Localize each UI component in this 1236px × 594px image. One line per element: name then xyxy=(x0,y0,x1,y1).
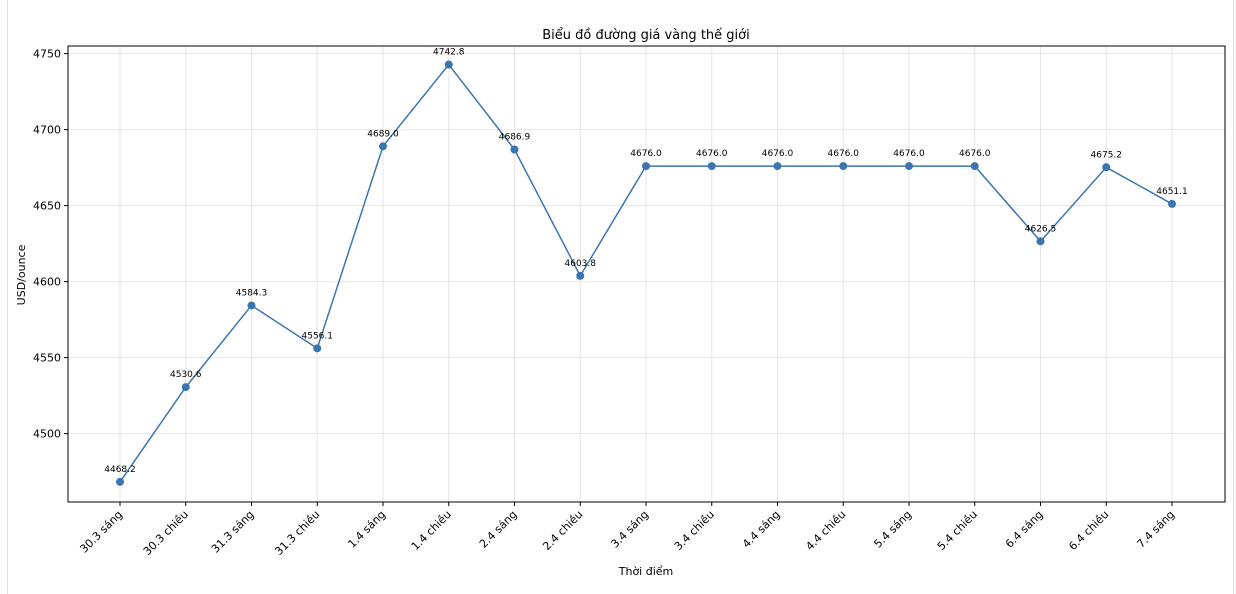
y-tick-label: 4650 xyxy=(33,200,61,213)
data-label: 4675.2 xyxy=(1091,150,1123,160)
y-axis: 4500 4550 4600 4650 4700 4750 xyxy=(33,48,68,441)
x-tick-label: 6.4 sáng xyxy=(1003,508,1046,551)
data-label: 4584.3 xyxy=(236,288,268,298)
x-tick-label: 1.4 chiều xyxy=(409,508,454,553)
y-axis-label: USD/ounce xyxy=(15,244,28,305)
x-tick-label: 3.4 sáng xyxy=(608,508,651,551)
x-tick-label: 4.4 sáng xyxy=(740,508,783,551)
data-label: 4676.0 xyxy=(762,149,794,159)
x-tick-label: 5.4 sáng xyxy=(871,508,914,551)
x-tick-label: 30.3 chiều xyxy=(141,508,191,558)
data-point xyxy=(379,142,387,151)
data-point xyxy=(510,145,519,154)
x-tick-label: 31.3 chiều xyxy=(272,508,322,558)
data-label: 4676.0 xyxy=(893,149,925,159)
y-tick-label: 4750 xyxy=(33,48,61,61)
x-tick-label: 6.4 chiều xyxy=(1066,508,1111,553)
x-axis-label: Thời điểm xyxy=(618,565,674,578)
x-tick-label: 7.4 sáng xyxy=(1134,508,1177,551)
y-tick-label: 4550 xyxy=(33,352,61,365)
data-label: 4603.8 xyxy=(565,259,597,269)
data-point xyxy=(773,162,782,171)
data-point xyxy=(642,162,650,171)
data-point xyxy=(181,383,190,392)
x-tick-label: 2.4 chiều xyxy=(540,508,585,553)
x-tick-label: 3.4 chiều xyxy=(672,508,717,553)
data-label: 4556.1 xyxy=(302,331,334,341)
data-point xyxy=(444,60,453,69)
x-tick-label: 1.4 sáng xyxy=(345,508,388,551)
data-label: 4742.8 xyxy=(433,48,465,58)
chart-title: Biểu đồ đường giá vàng thế giới xyxy=(542,28,749,43)
data-label: 4468.2 xyxy=(104,465,136,475)
data-point xyxy=(1036,237,1045,246)
data-point xyxy=(116,477,124,486)
data-label: 4689.0 xyxy=(367,129,399,139)
y-tick-label: 4700 xyxy=(33,124,61,137)
x-tick-label: 30.3 sáng xyxy=(77,508,125,556)
x-tick-label: 31.3 sáng xyxy=(209,508,257,556)
data-points xyxy=(116,60,1176,486)
data-point xyxy=(970,162,979,171)
data-point xyxy=(1168,199,1176,208)
y-tick-label: 4500 xyxy=(33,428,61,441)
figure-frame xyxy=(7,0,1234,594)
y-tick-label: 4600 xyxy=(33,276,61,289)
data-point xyxy=(313,344,322,353)
data-label: 4626.5 xyxy=(1025,224,1057,234)
data-point xyxy=(247,301,256,310)
data-point xyxy=(576,271,585,280)
data-point xyxy=(839,162,848,171)
data-label: 4530.6 xyxy=(170,370,202,380)
data-label: 4676.0 xyxy=(696,149,728,159)
data-point xyxy=(1102,163,1111,172)
x-tick-label: 2.4 sáng xyxy=(477,508,520,551)
data-point xyxy=(905,162,913,171)
data-label: 4676.0 xyxy=(959,149,991,159)
x-tick-label: 4.4 chiều xyxy=(803,508,848,553)
data-point xyxy=(707,162,716,171)
x-tick-label: 5.4 chiều xyxy=(935,508,980,553)
x-axis: 30.3 sáng 30.3 chiều 31.3 sáng 31.3 chiều 1.… xyxy=(77,502,1177,558)
data-label: 4676.0 xyxy=(630,149,662,159)
data-label: 4651.1 xyxy=(1156,187,1188,197)
data-label: 4686.9 xyxy=(499,133,531,143)
grid-lines xyxy=(68,46,1225,502)
data-label: 4676.0 xyxy=(828,149,860,159)
data-labels: 4468.2 4530.6 4584.3 4556.1 4689.0 4742.8 4686… xyxy=(104,48,1188,475)
